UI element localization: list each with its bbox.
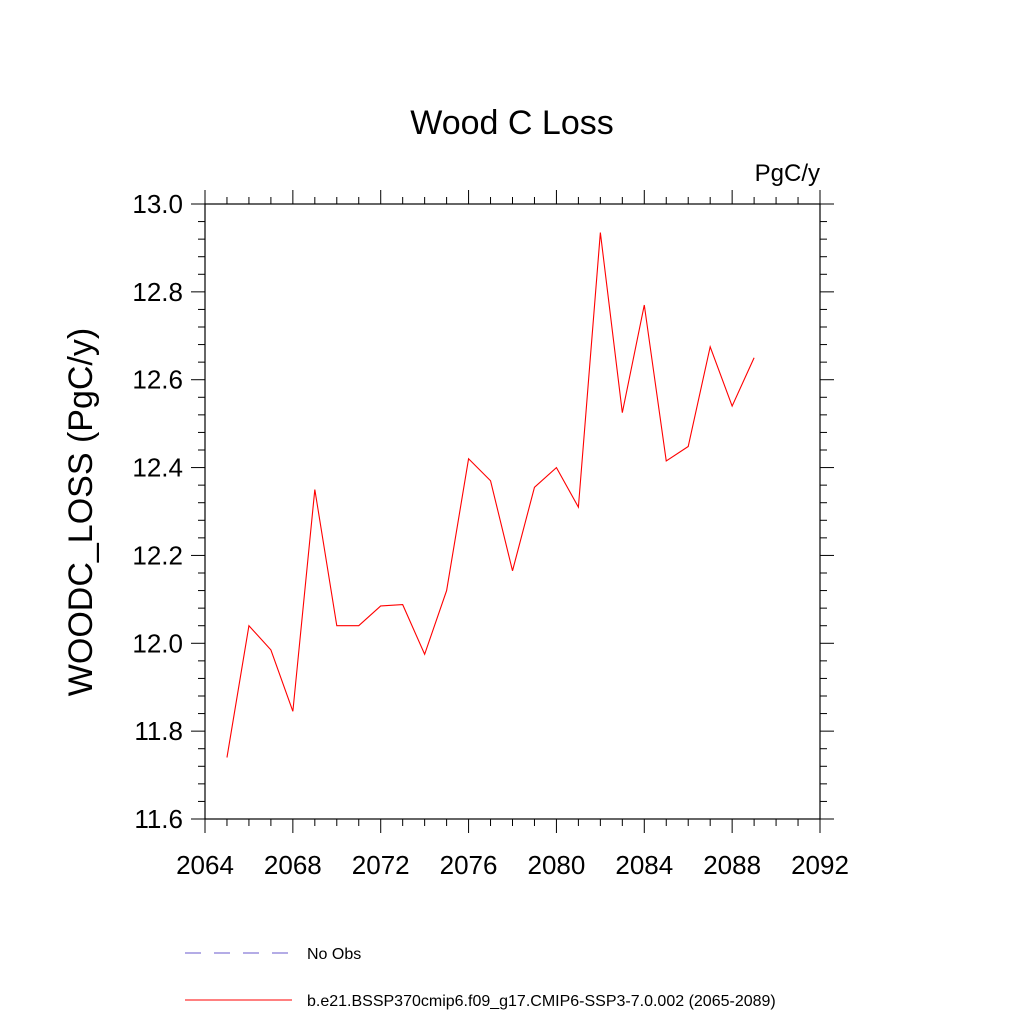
y-tick-label: 12.0 bbox=[132, 628, 183, 658]
x-tick-label: 2076 bbox=[440, 850, 498, 880]
x-tick-label: 2064 bbox=[176, 850, 234, 880]
x-axis-tick-labels: 2064 2068 2072 2076 2080 2084 2088 2092 bbox=[176, 850, 849, 880]
y-tick-label: 12.8 bbox=[132, 277, 183, 307]
chart-title: Wood C Loss bbox=[410, 104, 613, 142]
y-tick-label: 12.4 bbox=[132, 453, 183, 483]
x-tick-label: 2080 bbox=[528, 850, 586, 880]
y-tick-label: 12.6 bbox=[132, 365, 183, 395]
y-axis-tick-labels: 11.6 11.8 12.0 12.2 12.4 12.6 12.8 13.0 bbox=[132, 189, 183, 834]
y-tick-label: 11.8 bbox=[134, 716, 183, 746]
y-tick-label: 11.6 bbox=[134, 804, 183, 834]
legend-label-model: b.e21.BSSP370cmip6.f09_g17.CMIP6-SSP3-7.… bbox=[307, 993, 776, 1010]
y-tick-label: 13.0 bbox=[132, 189, 183, 219]
x-axis-ticks bbox=[204, 190, 821, 833]
x-tick-label: 2092 bbox=[791, 850, 849, 880]
x-tick-label: 2088 bbox=[703, 850, 761, 880]
y-axis-label: WOODC_LOSS (PgC/y) bbox=[62, 328, 100, 696]
units-label: PgC/y bbox=[755, 160, 820, 187]
x-tick-label: 2084 bbox=[615, 850, 673, 880]
y-axis-ticks bbox=[191, 203, 834, 820]
legend-label-no-obs: No Obs bbox=[307, 946, 361, 963]
x-tick-label: 2072 bbox=[352, 850, 410, 880]
plot-frame bbox=[204, 203, 821, 820]
legend: No Obs b.e21.BSSP370cmip6.f09_g17.CMIP6-… bbox=[185, 946, 776, 1010]
series-line bbox=[226, 232, 755, 758]
y-tick-label: 12.2 bbox=[132, 540, 183, 570]
x-tick-label: 2068 bbox=[264, 850, 322, 880]
